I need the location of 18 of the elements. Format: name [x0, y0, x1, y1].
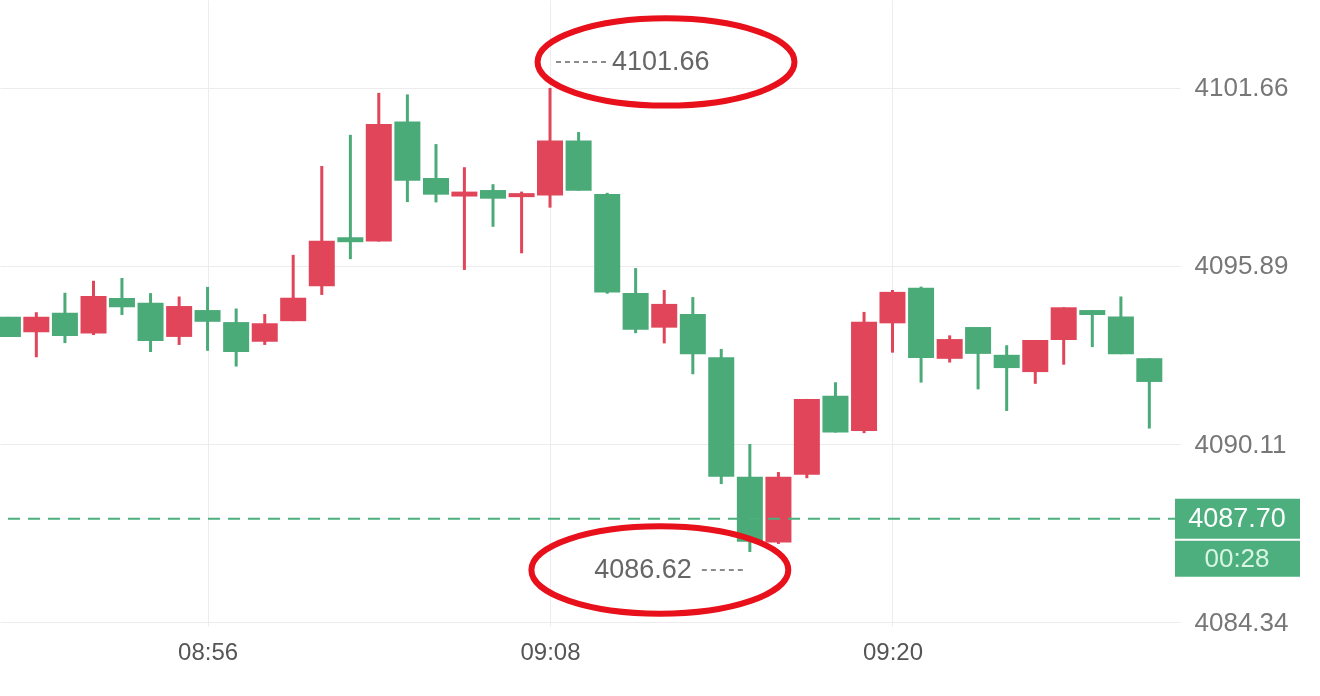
- text: 00:28: [1204, 542, 1270, 573]
- candlestick: [480, 184, 506, 227]
- y-tick-label: 4084.34: [1194, 606, 1289, 637]
- y-tick-label: 4090.11: [1194, 428, 1287, 459]
- x-tick-label: 09:08: [520, 637, 581, 665]
- y-tick-label: 4101.66: [1194, 72, 1289, 103]
- candlestick: [508, 191, 535, 254]
- candlestick: [993, 345, 1020, 411]
- candlestick: [337, 133, 364, 261]
- annotation: 4086.62: [594, 553, 692, 584]
- y-tick-label: 4095.89: [1194, 250, 1289, 281]
- ref-line-label: 4087.70: [1188, 502, 1286, 533]
- candlestick: [108, 277, 135, 316]
- annotation: 4101.66: [612, 45, 710, 76]
- candlestick: [451, 167, 478, 270]
- x-tick-label: 08:56: [178, 637, 239, 665]
- candlestick: [1079, 310, 1106, 349]
- x-tick-label: 09:20: [862, 637, 924, 665]
